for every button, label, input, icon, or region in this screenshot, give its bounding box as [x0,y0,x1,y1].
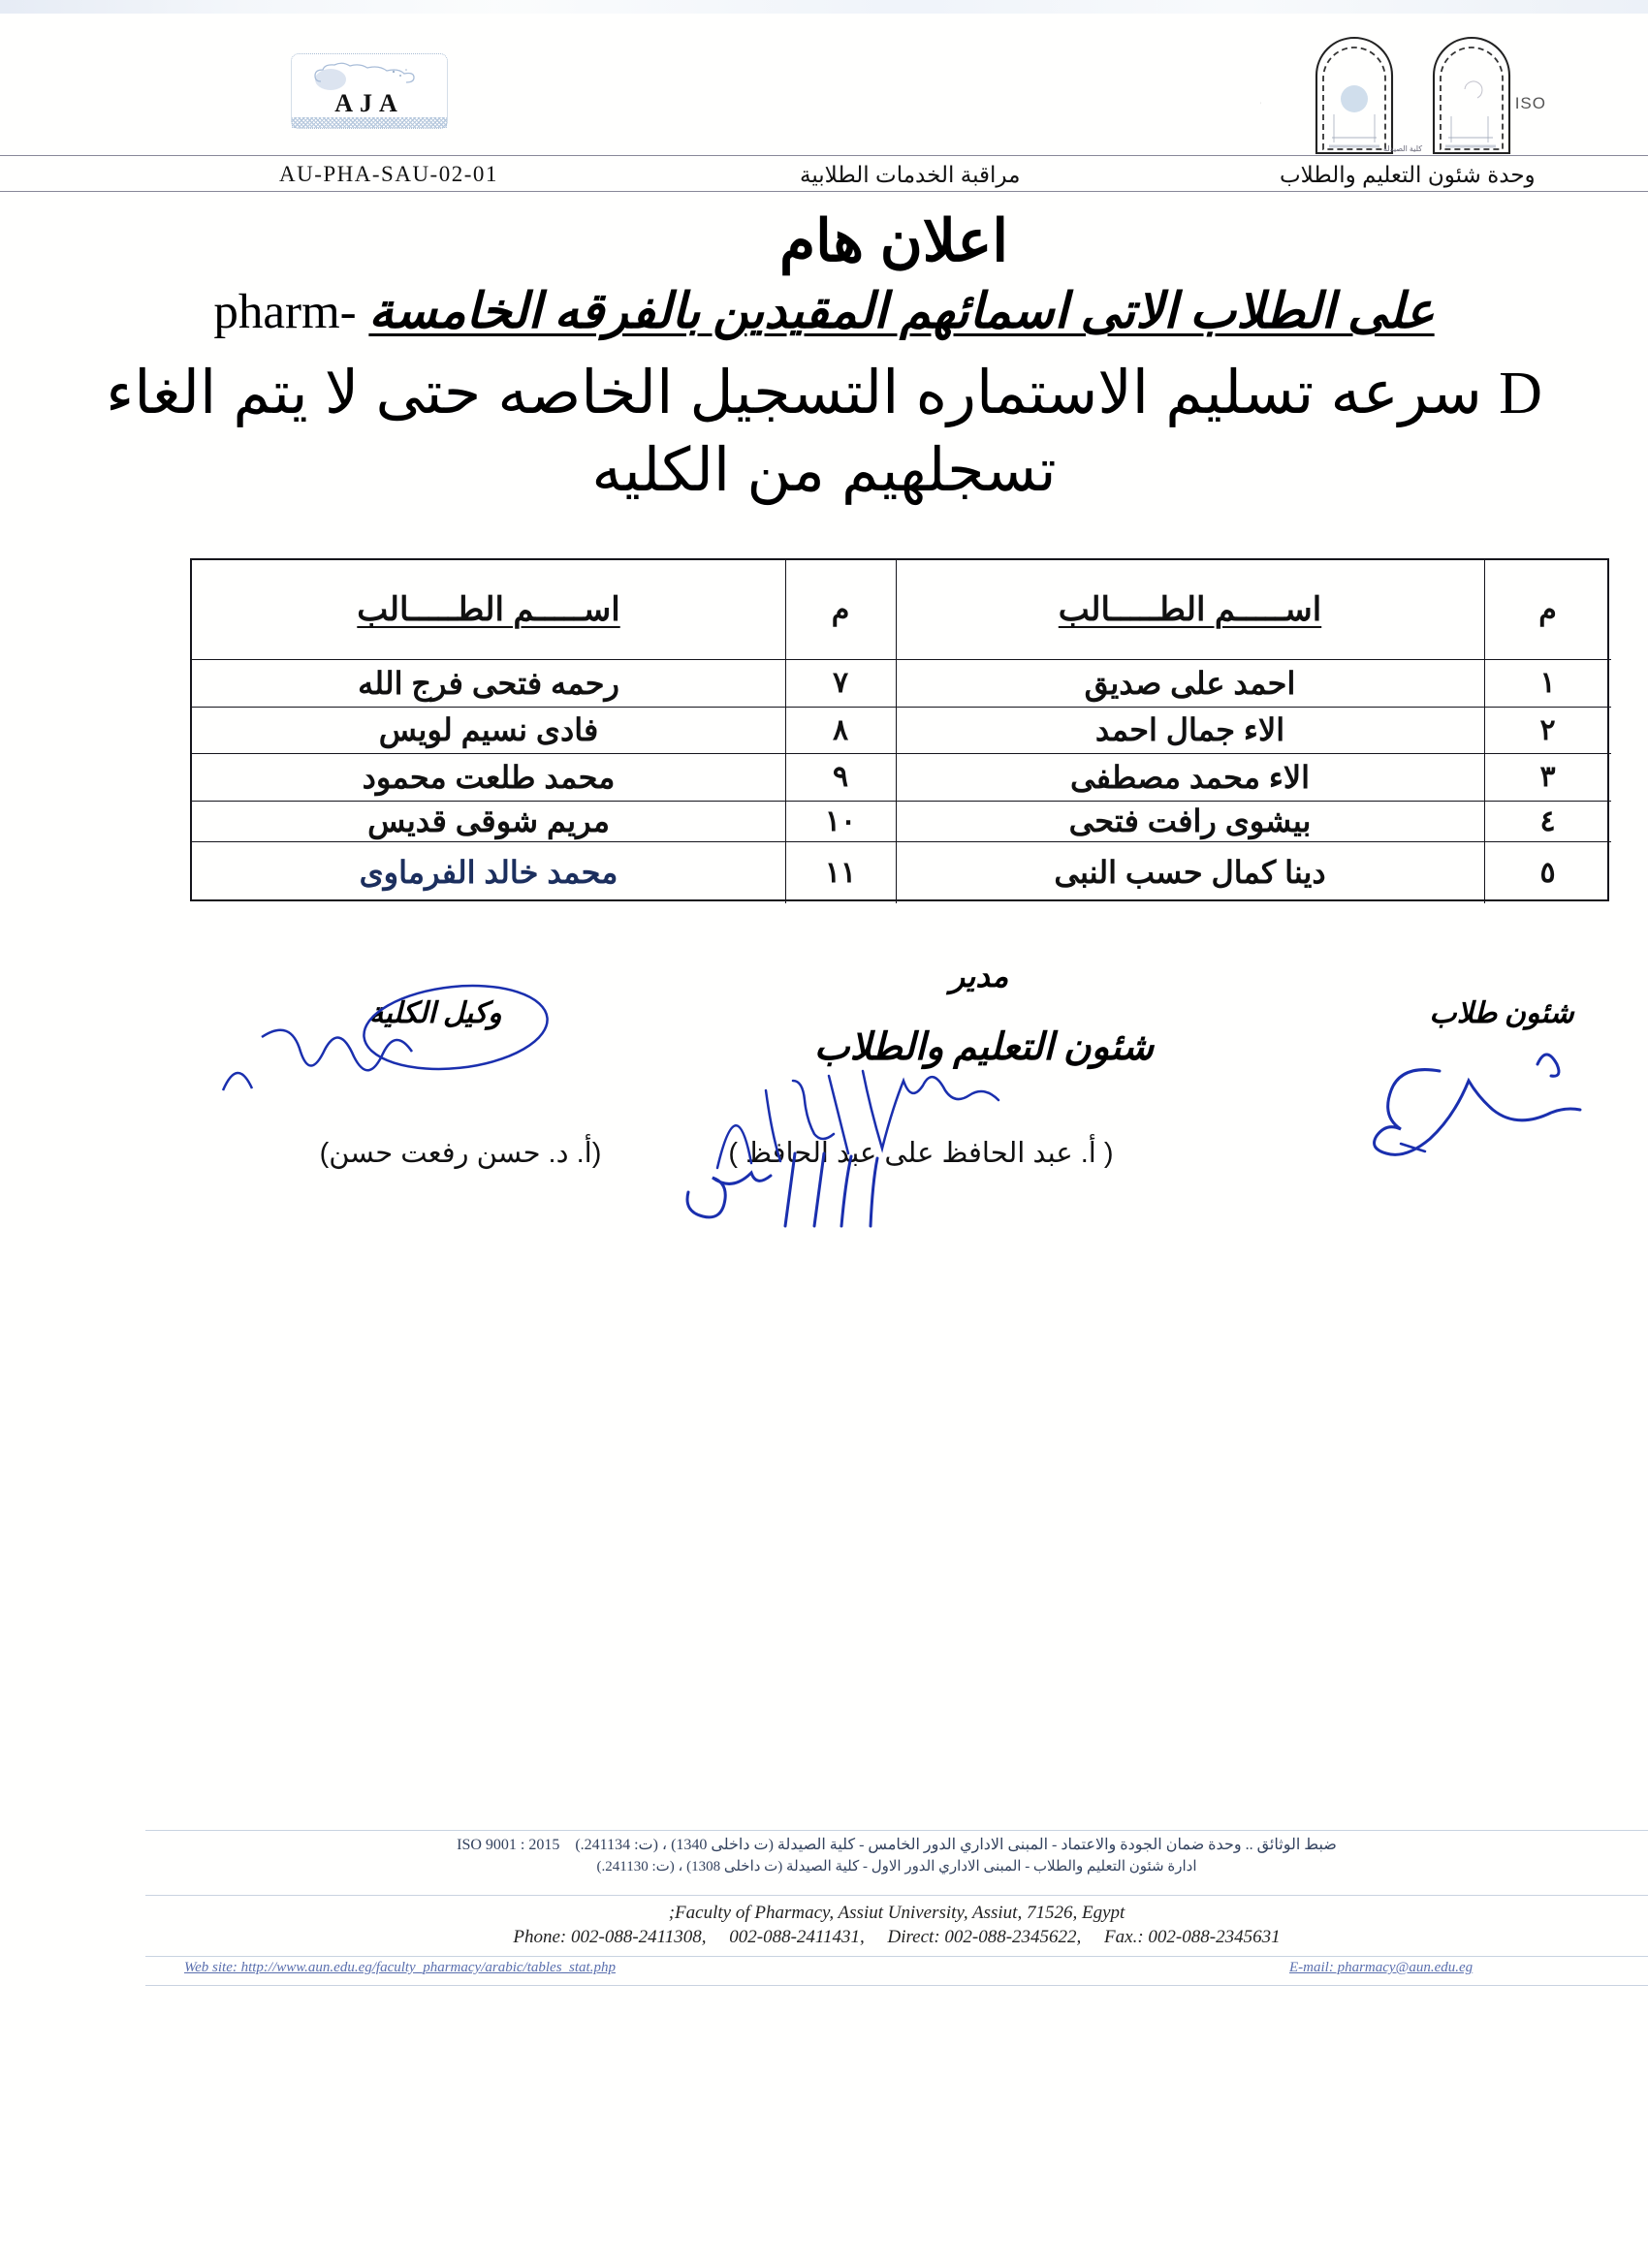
svg-text:كلية الصيدلة: كلية الصيدلة [1383,144,1422,153]
svg-text:ISO: ISO [1515,94,1546,112]
svg-text:ISO: ISO [1260,94,1262,112]
